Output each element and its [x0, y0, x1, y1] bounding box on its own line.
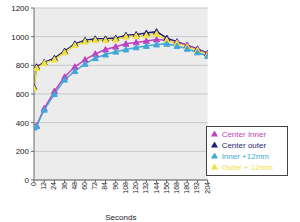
svg-text:132: 132 — [142, 182, 149, 194]
svg-text:600: 600 — [16, 90, 30, 99]
svg-text:96: 96 — [112, 182, 119, 190]
svg-text:36: 36 — [61, 182, 68, 190]
svg-text:Seconds: Seconds — [105, 213, 136, 222]
svg-text:200: 200 — [16, 147, 30, 156]
html-text:Center outer: Center outer — [221, 141, 267, 150]
svg-text:1000: 1000 — [11, 33, 29, 42]
html-text:Center Inner: Center Inner — [221, 130, 267, 139]
svg-text:72: 72 — [91, 182, 98, 190]
svg-text:168: 168 — [173, 182, 180, 194]
svg-text:1200: 1200 — [11, 4, 29, 13]
svg-text:84: 84 — [101, 182, 108, 190]
svg-text:400: 400 — [16, 119, 30, 128]
html-text:Outer + 12mm: Outer + 12mm — [221, 163, 273, 172]
svg-text:144: 144 — [153, 182, 160, 194]
svg-text:0: 0 — [25, 176, 30, 185]
svg-text:60: 60 — [81, 182, 88, 190]
svg-text:192: 192 — [193, 182, 200, 194]
svg-text:108: 108 — [122, 182, 129, 194]
svg-text:24: 24 — [50, 182, 57, 190]
svg-text:48: 48 — [71, 182, 78, 190]
svg-text:12: 12 — [40, 182, 47, 190]
svg-text:800: 800 — [16, 61, 30, 70]
svg-text:156: 156 — [163, 182, 170, 194]
svg-text:120: 120 — [132, 182, 139, 194]
svg-text:180: 180 — [183, 182, 190, 194]
svg-text:204: 204 — [204, 182, 211, 194]
svg-text:0: 0 — [30, 182, 37, 186]
html-text:Inner +12mm: Inner +12mm — [221, 152, 269, 161]
